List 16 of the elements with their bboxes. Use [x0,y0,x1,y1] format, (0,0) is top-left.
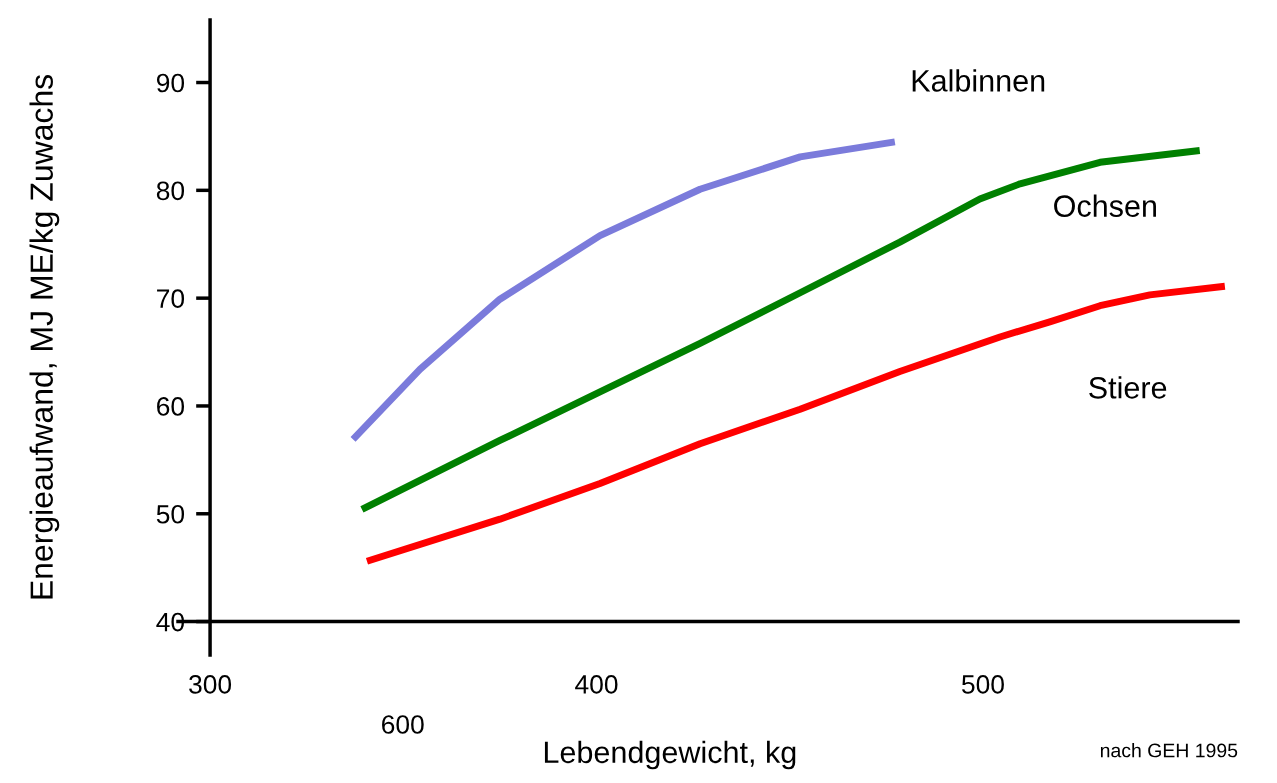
text: Stiere [1089,376,1167,399]
series-label: Kalbinnen [912,69,1045,92]
x-tick-label: 300 [189,675,232,694]
series-label: Ochsen [1054,194,1156,217]
text: nach GEH 1995 [1100,743,1238,758]
text: 600 [382,715,424,734]
y-tick-label: 60 [157,397,185,416]
y-tick-label: 40 [156,612,185,632]
x-tick-label: 400 [575,675,618,694]
y-tick-label: 50 [156,504,185,524]
x-axis-title: Lebendgewicht, kg [544,740,796,770]
y-tick-label: 90 [156,73,185,93]
y-axis-title: Energieaufwand, MJ ME/kg Zuwachs [29,74,60,599]
y-tick-label: 80 [156,181,185,201]
x-tick-label: 500 [961,675,1004,694]
y-tick-label: 70 [157,289,185,308]
